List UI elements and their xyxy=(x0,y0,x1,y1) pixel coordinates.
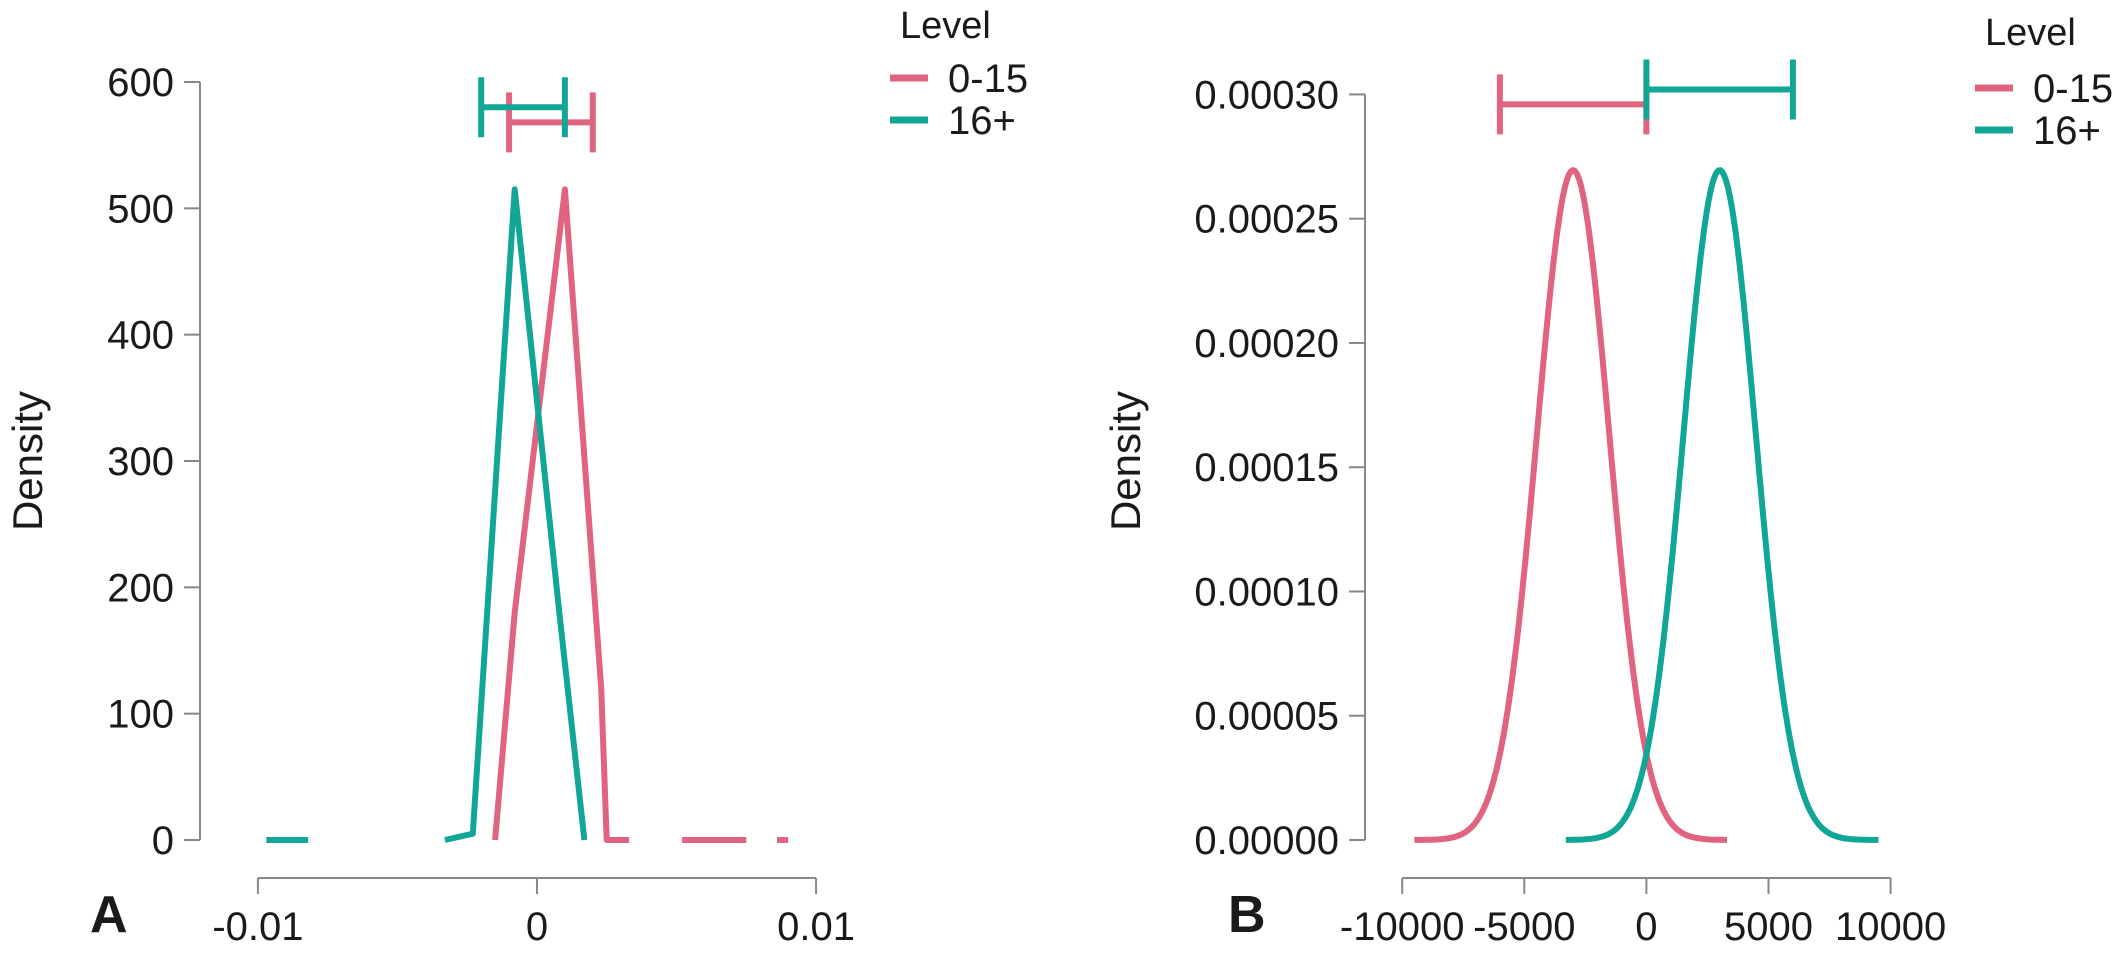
x-tick-label: 0 xyxy=(1635,905,1657,949)
x-tick-label: -10000 xyxy=(1340,905,1465,949)
density-curve-0-15 xyxy=(1413,167,1728,843)
chart-panel-a: 0 100 200 300 400 500 600 -0.01 0 0.01 Density A Lev… xyxy=(4,5,1028,949)
panel-label: A xyxy=(90,886,128,944)
y-tick-label: 0.00010 xyxy=(1194,570,1339,614)
x-tick-label: 10000 xyxy=(1835,905,1946,949)
y-axis-title: Density xyxy=(4,391,51,531)
chart-panel-b: 0.00000 0.00005 0.00010 0.00015 0.00020 0.000… xyxy=(1102,12,2113,949)
y-tick-label: 400 xyxy=(107,314,174,358)
y-tick-label: 0.00025 xyxy=(1194,198,1339,242)
y-tick-label: 0.00030 xyxy=(1194,73,1339,117)
y-tick-label: 600 xyxy=(107,61,174,105)
x-tick-label: 5000 xyxy=(1724,905,1813,949)
x-tick-label: -0.01 xyxy=(212,905,303,949)
y-tick-label: 0.00020 xyxy=(1194,322,1339,366)
legend-label: 0-15 xyxy=(948,57,1028,101)
y-tick-label: 100 xyxy=(107,693,174,737)
y-tick-label: 200 xyxy=(107,566,174,610)
x-tick-label: 0 xyxy=(526,905,548,949)
legend-label: 0-15 xyxy=(2033,67,2113,111)
y-tick-label: 300 xyxy=(107,440,174,484)
legend-title: Level xyxy=(1985,12,2076,54)
y-axis-title: Density xyxy=(1102,391,1149,531)
legend-label: 16+ xyxy=(948,99,1016,143)
y-tick-label: 0.00005 xyxy=(1194,695,1339,739)
density-curve-0-15 xyxy=(492,186,630,843)
density-curve-16- xyxy=(1564,167,1880,843)
legend-label: 16+ xyxy=(2033,109,2101,153)
panel-label: B xyxy=(1228,886,1266,944)
x-tick-label: -5000 xyxy=(1473,905,1575,949)
legend-title: Level xyxy=(900,5,991,47)
y-tick-label: 0.00000 xyxy=(1194,819,1339,863)
y-tick-label: 0.00015 xyxy=(1194,446,1339,490)
x-tick-label: 0.01 xyxy=(777,905,855,949)
density-curve-16- xyxy=(444,186,588,843)
y-tick-label: 500 xyxy=(107,187,174,231)
y-tick-label: 0 xyxy=(152,819,174,863)
